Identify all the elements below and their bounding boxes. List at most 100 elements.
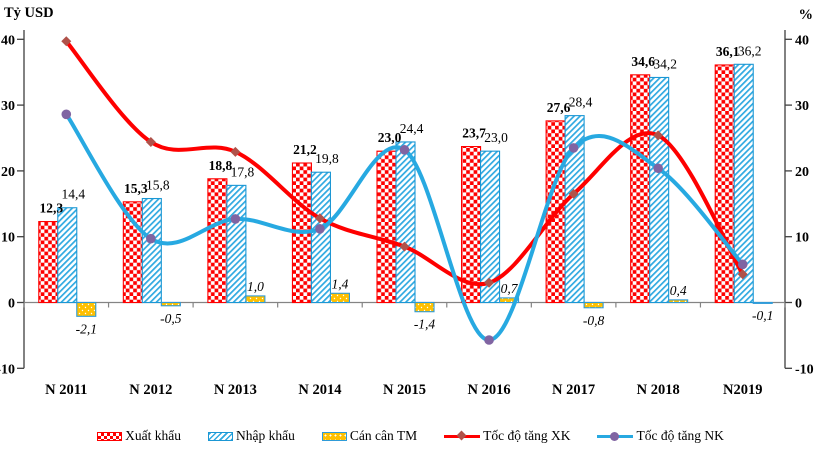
marker-toc-do-tang-xk	[145, 136, 156, 147]
bar-nhap-khau	[733, 63, 754, 304]
legend-label-can-can-tm: Cán cân TM	[349, 428, 418, 443]
chart-legend: Xuất khẩu Nhập khẩu Cán cân TM Tốc độ tă…	[0, 428, 821, 444]
toc-do-tang-nk-line-swatch-icon	[597, 431, 634, 442]
bar-xuat-khau	[122, 201, 143, 304]
marker-toc-do-tang-nk	[399, 145, 410, 155]
left-axis-tick-label: 0	[8, 297, 15, 312]
bar-can-can-tm	[329, 292, 350, 304]
bar-nhap-khau	[226, 184, 247, 304]
category-label: N 2016	[468, 382, 511, 398]
marker-toc-do-tang-nk	[568, 143, 579, 153]
right-axis-tick-label: -10	[795, 362, 814, 377]
legend-item-xuat-khau: Xuất khẩu	[97, 428, 181, 444]
bar-can-can-tm	[414, 301, 435, 313]
legend-item-toc-do-tang-nk: Tốc độ tăng NK	[597, 428, 724, 444]
bar-label-can-can-tm: -0,8	[583, 313, 605, 328]
left-axis-tick-label: -10	[0, 362, 15, 377]
marker-toc-do-tang-xk	[314, 213, 325, 224]
toc-do-tang-xk-line-swatch-icon	[444, 430, 481, 442]
bar-label-xuat-khau: 27,6	[547, 100, 571, 115]
bar-label-can-can-tm: 0,4	[670, 283, 687, 298]
marker-toc-do-tang-xk	[568, 188, 579, 199]
marker-toc-do-tang-nk	[146, 233, 156, 244]
bar-label-nhap-khau: 19,8	[315, 151, 339, 166]
bar-can-can-tm	[668, 299, 689, 304]
marker-toc-do-tang-xk	[399, 241, 410, 252]
bar-xuat-khau	[376, 150, 397, 304]
legend-item-toc-do-tang-xk: Tốc độ tăng XK	[444, 428, 570, 444]
bar-label-can-can-tm: -0,5	[160, 311, 182, 326]
marker-toc-do-tang-nk	[61, 109, 72, 120]
legend-item-nhap-khau: Nhập khẩu	[208, 428, 295, 444]
bar-label-can-can-tm: 1,0	[247, 279, 264, 294]
category-label: N 2018	[637, 382, 680, 398]
bar-xuat-khau	[630, 74, 651, 304]
marker-toc-do-tang-nk	[653, 163, 663, 174]
bar-label-can-can-tm: 1,4	[332, 276, 349, 291]
bar-xuat-khau	[207, 178, 228, 304]
bar-label-xuat-khau: 12,3	[39, 201, 63, 216]
nhap-khau-bar-swatch-icon	[208, 431, 234, 441]
bar-label-nhap-khau: 15,8	[146, 178, 170, 193]
bar-label-nhap-khau: 36,2	[738, 43, 762, 58]
legend-label-xuat-khau: Xuất khẩu	[125, 428, 182, 443]
category-label: N 2015	[383, 382, 426, 398]
bar-can-can-tm	[752, 301, 773, 304]
category-label: N 2011	[45, 382, 87, 398]
bar-nhap-khau	[480, 150, 501, 304]
right-axis-tick-label: 0	[795, 297, 802, 312]
right-axis-tick-label: 20	[795, 165, 809, 180]
bar-can-can-tm	[76, 301, 97, 317]
line-toc-do-tang-xk	[64, 39, 745, 287]
left-axis-tick-label: 20	[1, 165, 15, 180]
can-can-tm-bar-swatch-icon	[321, 431, 347, 441]
bar-can-can-tm	[583, 301, 604, 309]
marker-toc-do-tang-xk	[653, 130, 664, 141]
category-label: N 2013	[214, 382, 257, 398]
marker-toc-do-tang-nk	[484, 335, 494, 345]
bar-label-xuat-khau: 15,3	[124, 181, 148, 196]
category-label: N2019	[723, 382, 762, 398]
bar-can-can-tm	[499, 297, 520, 304]
category-label: N 2014	[298, 382, 341, 398]
bar-label-xuat-khau: 18,8	[209, 158, 233, 173]
bar-nhap-khau	[649, 76, 670, 304]
bar-can-can-tm	[245, 295, 266, 304]
bar-label-xuat-khau: 23,0	[378, 130, 402, 145]
bar-nhap-khau	[310, 171, 331, 304]
bar-label-nhap-khau: 24,4	[400, 121, 424, 136]
xuat-khau-bar-swatch-icon	[97, 431, 123, 441]
left-axis-tick-label: 10	[1, 231, 15, 246]
legend-label-nhap-khau: Nhập khẩu	[236, 428, 295, 443]
bar-label-can-can-tm: -2,1	[76, 321, 97, 336]
bar-label-nhap-khau: 28,4	[569, 95, 593, 110]
bar-label-xuat-khau: 34,6	[631, 54, 655, 69]
bar-nhap-khau	[564, 115, 585, 304]
legend-label-toc-do-tang-xk: Tốc độ tăng XK	[483, 428, 571, 443]
bar-label-nhap-khau: 17,8	[231, 164, 255, 179]
bar-label-nhap-khau: 23,0	[484, 130, 508, 145]
bar-xuat-khau	[714, 64, 735, 304]
legend-item-can-can-tm: Cán cân TM	[321, 428, 418, 444]
right-axis-tick-label: 30	[795, 99, 809, 114]
bar-label-can-can-tm: -0,1	[752, 308, 773, 323]
left-axis-title: Tỷ USD	[4, 5, 54, 21]
marker-toc-do-tang-xk	[737, 269, 748, 280]
bar-nhap-khau	[141, 197, 162, 304]
category-label: N 2017	[552, 382, 595, 398]
left-axis-tick-label: 40	[1, 33, 15, 48]
marker-toc-do-tang-nk	[315, 224, 325, 234]
bar-label-nhap-khau: 34,2	[653, 56, 677, 71]
plot-area: 40 40 30 30 20 20 10 10 0 0 -10 -10 12,3 15,3 18,8 21,2…	[0, 30, 814, 398]
legend-label-toc-do-tang-nk: Tốc độ tăng NK	[636, 428, 724, 443]
right-axis-title: %	[798, 7, 814, 23]
bar-label-xuat-khau: 21,2	[293, 142, 317, 157]
marker-toc-do-tang-nk	[737, 259, 748, 270]
right-axis-tick-label: 10	[795, 231, 809, 246]
bar-label-xuat-khau: 36,1	[716, 44, 740, 59]
bar-label-xuat-khau: 23,7	[462, 126, 486, 141]
bar-nhap-khau	[57, 207, 78, 304]
bar-can-can-tm	[160, 301, 181, 307]
category-label: N 2012	[129, 382, 172, 398]
